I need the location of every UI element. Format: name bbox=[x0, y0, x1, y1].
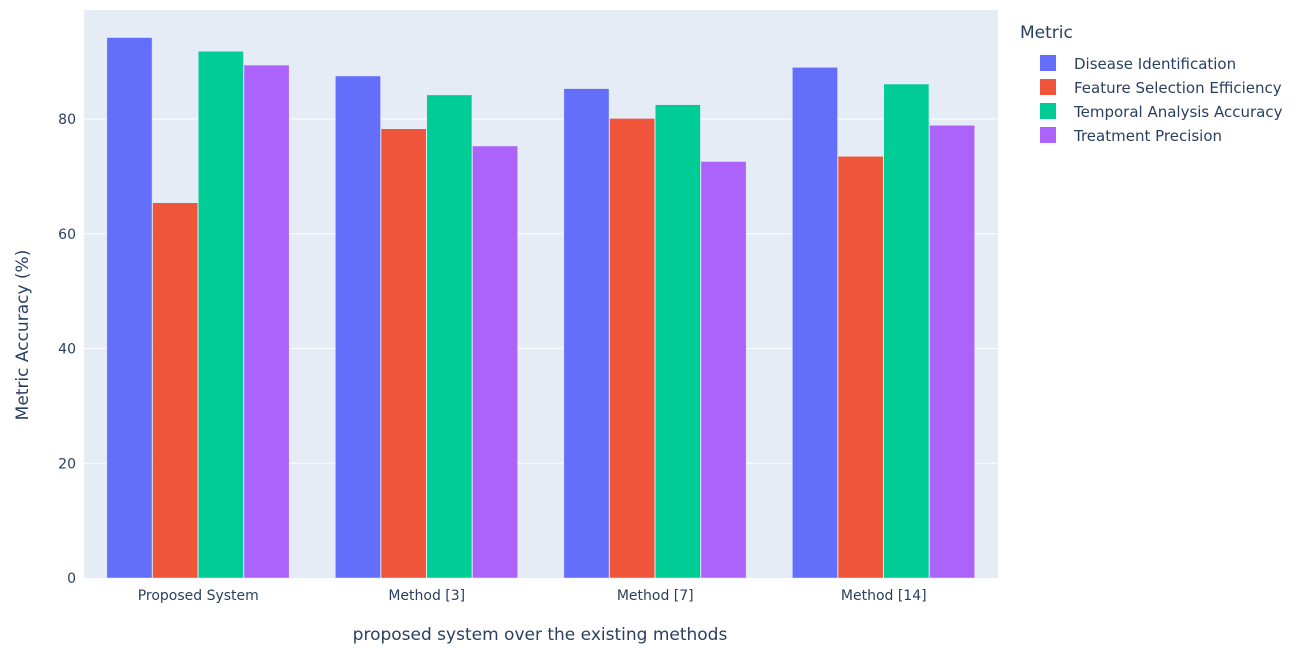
bar bbox=[243, 64, 290, 579]
y-tick-label: 20 bbox=[58, 456, 76, 472]
legend-items: Disease Identification Feature Selection … bbox=[1040, 55, 1283, 145]
x-axis-ticks: Proposed System Method [3] Method [7] Metho… bbox=[138, 588, 927, 604]
x-tick-label: Method [3] bbox=[388, 588, 465, 604]
x-axis-title: proposed system over the existing method… bbox=[353, 625, 728, 645]
legend: Metric Disease Identification Feature Sel… bbox=[1020, 23, 1283, 145]
legend-swatch bbox=[1040, 103, 1056, 119]
bar bbox=[655, 104, 701, 579]
bar bbox=[426, 94, 473, 579]
legend-label: Temporal Analysis Accuracy bbox=[1073, 103, 1283, 121]
bar bbox=[883, 83, 930, 579]
bar bbox=[700, 161, 747, 579]
bar bbox=[335, 75, 381, 579]
legend-swatch bbox=[1040, 55, 1056, 71]
y-axis-title: Metric Accuracy (%) bbox=[13, 250, 33, 421]
x-tick-label: Method [7] bbox=[617, 588, 694, 604]
bar bbox=[106, 37, 153, 579]
x-tick-label: Proposed System bbox=[138, 588, 259, 604]
y-tick-label: 40 bbox=[58, 342, 76, 358]
bar bbox=[563, 88, 610, 579]
legend-label: Treatment Precision bbox=[1073, 127, 1222, 145]
x-tick-label: Method [14] bbox=[841, 588, 927, 604]
bars bbox=[106, 37, 975, 579]
legend-label: Feature Selection Efficiency bbox=[1074, 79, 1282, 97]
y-tick-label: 0 bbox=[67, 571, 76, 587]
bar bbox=[152, 202, 199, 579]
y-axis-ticks: 0 20 40 60 80 bbox=[58, 112, 76, 587]
bar bbox=[472, 145, 518, 579]
legend-swatch bbox=[1040, 127, 1056, 143]
bar bbox=[837, 156, 884, 579]
bar bbox=[609, 118, 655, 579]
y-tick-label: 60 bbox=[58, 227, 76, 243]
legend-label: Disease Identification bbox=[1074, 55, 1236, 73]
bar bbox=[792, 67, 838, 579]
bar bbox=[929, 125, 975, 579]
legend-title: Metric bbox=[1020, 23, 1073, 43]
bar bbox=[198, 51, 244, 579]
legend-swatch bbox=[1040, 79, 1056, 95]
y-tick-label: 80 bbox=[58, 112, 76, 128]
bar bbox=[380, 128, 427, 579]
